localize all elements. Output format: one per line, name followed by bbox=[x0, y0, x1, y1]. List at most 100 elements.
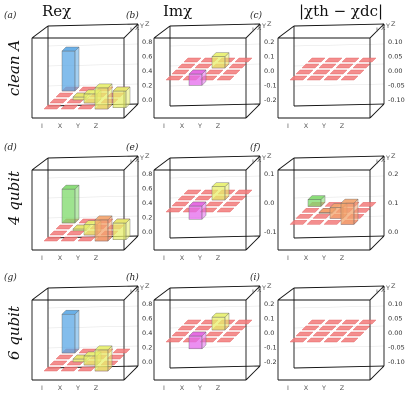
basis-label-x: Y bbox=[197, 254, 202, 262]
column-title-diff: |χth − χdc| bbox=[299, 2, 383, 20]
floor-tile bbox=[312, 214, 331, 219]
bar-top bbox=[94, 345, 113, 351]
panel-letter: (d) bbox=[4, 142, 17, 153]
z-tick-label: 0.0 bbox=[142, 358, 152, 366]
bar-top bbox=[94, 83, 113, 89]
grid-line bbox=[47, 195, 139, 199]
z-tick-label: 0.0 bbox=[142, 228, 152, 236]
basis-label-y: I bbox=[130, 26, 132, 34]
basis-label-x: X bbox=[180, 254, 185, 262]
floor-tile bbox=[358, 319, 377, 325]
floor-tile bbox=[335, 325, 354, 331]
basis-label-x: X bbox=[304, 254, 309, 262]
floor-tile bbox=[183, 189, 202, 195]
z-tick-label: 0.05 bbox=[388, 53, 402, 61]
bar-front bbox=[340, 202, 355, 225]
basis-label-y: Z bbox=[145, 20, 150, 28]
floor-tile bbox=[216, 337, 235, 343]
basis-label-y: X bbox=[135, 24, 140, 32]
bar-top bbox=[188, 331, 207, 337]
frame-edge bbox=[169, 155, 261, 159]
floor-tile bbox=[335, 63, 354, 69]
basis-label-y: X bbox=[135, 286, 140, 294]
basis-label-y: Z bbox=[145, 282, 150, 290]
bar-top bbox=[112, 218, 131, 224]
basis-label-y: Z bbox=[391, 152, 396, 160]
floor-tile bbox=[358, 202, 377, 207]
basis-label-y: X bbox=[381, 156, 386, 164]
basis-label-x: X bbox=[304, 122, 309, 130]
floor-tile bbox=[323, 75, 342, 81]
floor-tile bbox=[228, 63, 247, 69]
floor-tile bbox=[216, 75, 235, 81]
basis-label-y: Z bbox=[391, 282, 396, 290]
bar-top bbox=[211, 312, 230, 318]
floor-tile bbox=[306, 220, 325, 225]
floor-tile bbox=[312, 69, 331, 75]
bar-front bbox=[61, 188, 76, 224]
z-tick-label: 0.1 bbox=[264, 170, 274, 178]
column-title-im: Imχ bbox=[163, 2, 192, 20]
grid-line bbox=[293, 175, 385, 179]
frame-edge bbox=[47, 155, 139, 159]
floor-tile bbox=[222, 69, 241, 75]
floor-tile bbox=[306, 337, 325, 343]
frame-edge bbox=[169, 365, 261, 369]
z-tick-label: 0.6 bbox=[142, 315, 152, 323]
basis-label-y: X bbox=[257, 24, 262, 32]
grid-line bbox=[293, 83, 385, 87]
floor-tile bbox=[55, 224, 74, 230]
basis-label-x: I bbox=[287, 122, 289, 130]
floor-tile bbox=[183, 57, 202, 63]
grid-line bbox=[293, 195, 385, 199]
bar-top bbox=[188, 201, 207, 207]
z-tick-label: -0.1 bbox=[264, 344, 277, 352]
frame-edge bbox=[31, 25, 49, 39]
floor-tile bbox=[222, 331, 241, 337]
basis-label-x: Z bbox=[94, 122, 99, 130]
frame-edge bbox=[369, 23, 385, 39]
floor-tile bbox=[216, 207, 235, 213]
floor-tile bbox=[228, 195, 247, 201]
floor-tile bbox=[43, 236, 62, 242]
bar-front bbox=[211, 186, 226, 201]
bar-side bbox=[74, 46, 80, 92]
grid-line bbox=[293, 345, 385, 349]
floor-tile bbox=[323, 337, 342, 343]
z-tick-label: 0.05 bbox=[388, 315, 402, 323]
basis-label-x: Y bbox=[197, 384, 202, 392]
floor-tile bbox=[295, 69, 314, 75]
floor-tile bbox=[341, 57, 360, 63]
frame-edge bbox=[245, 235, 261, 251]
basis-label-y: X bbox=[257, 156, 262, 164]
row-label-4qubit: 4 qubit bbox=[5, 170, 23, 226]
z-tick-label: 0.2 bbox=[142, 214, 152, 222]
basis-label-x: Y bbox=[75, 254, 80, 262]
panel-letter: (c) bbox=[250, 10, 263, 21]
bar-side bbox=[107, 345, 113, 372]
floor-tile bbox=[312, 331, 331, 337]
floor-tile bbox=[165, 207, 184, 213]
floor-tile bbox=[289, 220, 308, 225]
grid-line bbox=[169, 83, 261, 87]
floor-tile bbox=[194, 325, 213, 331]
bar-front bbox=[61, 50, 76, 92]
z-tick-label: 0.10 bbox=[388, 38, 402, 46]
basis-label-x: I bbox=[41, 254, 43, 262]
frame-edge bbox=[369, 285, 385, 301]
basis-label-x: Y bbox=[321, 254, 326, 262]
basis-label-x: I bbox=[287, 254, 289, 262]
basis-label-x: I bbox=[287, 384, 289, 392]
panel-letter: (e) bbox=[126, 142, 139, 153]
floor-tile bbox=[171, 69, 190, 75]
floor-tile bbox=[307, 57, 326, 63]
basis-label-x: X bbox=[180, 122, 185, 130]
bar-top bbox=[211, 182, 230, 187]
floor-tile bbox=[234, 57, 253, 63]
floor-tile bbox=[234, 319, 253, 325]
frame-edge bbox=[293, 285, 385, 289]
